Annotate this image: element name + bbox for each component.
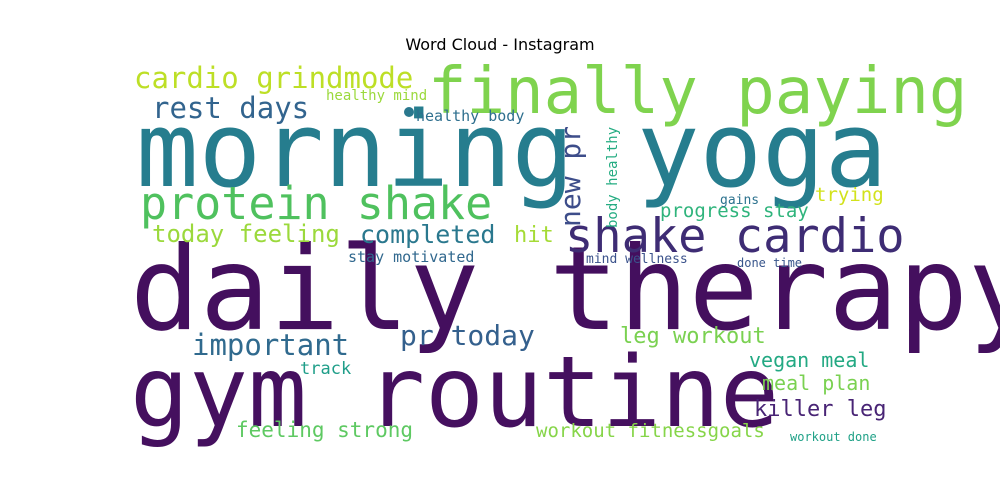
word-morning-yoga: morning yoga (136, 89, 888, 211)
word-shake-cardio: shake cardio (565, 209, 905, 264)
word-meal-plan: meal plan (762, 371, 871, 395)
word-finally-paying: finally paying (428, 55, 968, 129)
word-daily-therapy: daily therapy (130, 222, 1000, 357)
word-feeling-strong: feeling strong (236, 418, 414, 442)
word-vegan-meal: vegan meal (749, 348, 870, 372)
word-killer-leg: killer leg (754, 397, 887, 422)
word-body-healthy: body healthy (605, 126, 621, 228)
word-healthy-body: healthy body (416, 107, 525, 125)
word-today-feeling: today feeling (152, 220, 340, 248)
word-gains: gains (720, 193, 760, 208)
word-done-time: done time (737, 256, 803, 270)
word-progress-stay: progress stay (660, 200, 809, 222)
word-important: important (192, 328, 350, 362)
word-track: track (300, 359, 352, 379)
word-workout-done: workout done (790, 430, 877, 444)
word-mind-wellness: mind wellness (586, 252, 688, 267)
chart-title: Word Cloud - Instagram (405, 35, 595, 54)
word-rest-days: rest days (152, 91, 310, 125)
word-leg-workout: leg workout (620, 324, 766, 349)
dot-mark (404, 107, 414, 117)
word-healthy-mind: healthy mind (326, 88, 428, 104)
word-completed: completed (360, 220, 496, 249)
word-stay-motivated: stay motivated (348, 248, 475, 266)
word-protein-shake: protein shake (140, 177, 493, 230)
word-pr-today: pr today (400, 319, 535, 352)
word-new-pr: new pr (554, 125, 587, 227)
word-cardio-grindmode: cardio grindmode (134, 61, 414, 95)
word-gym-routine: gym routine (130, 336, 780, 450)
word-workout-fitnessgoals: workout fitnessgoals (536, 420, 765, 442)
word-trying: trying (815, 184, 884, 206)
word-hit: hit (514, 223, 554, 248)
